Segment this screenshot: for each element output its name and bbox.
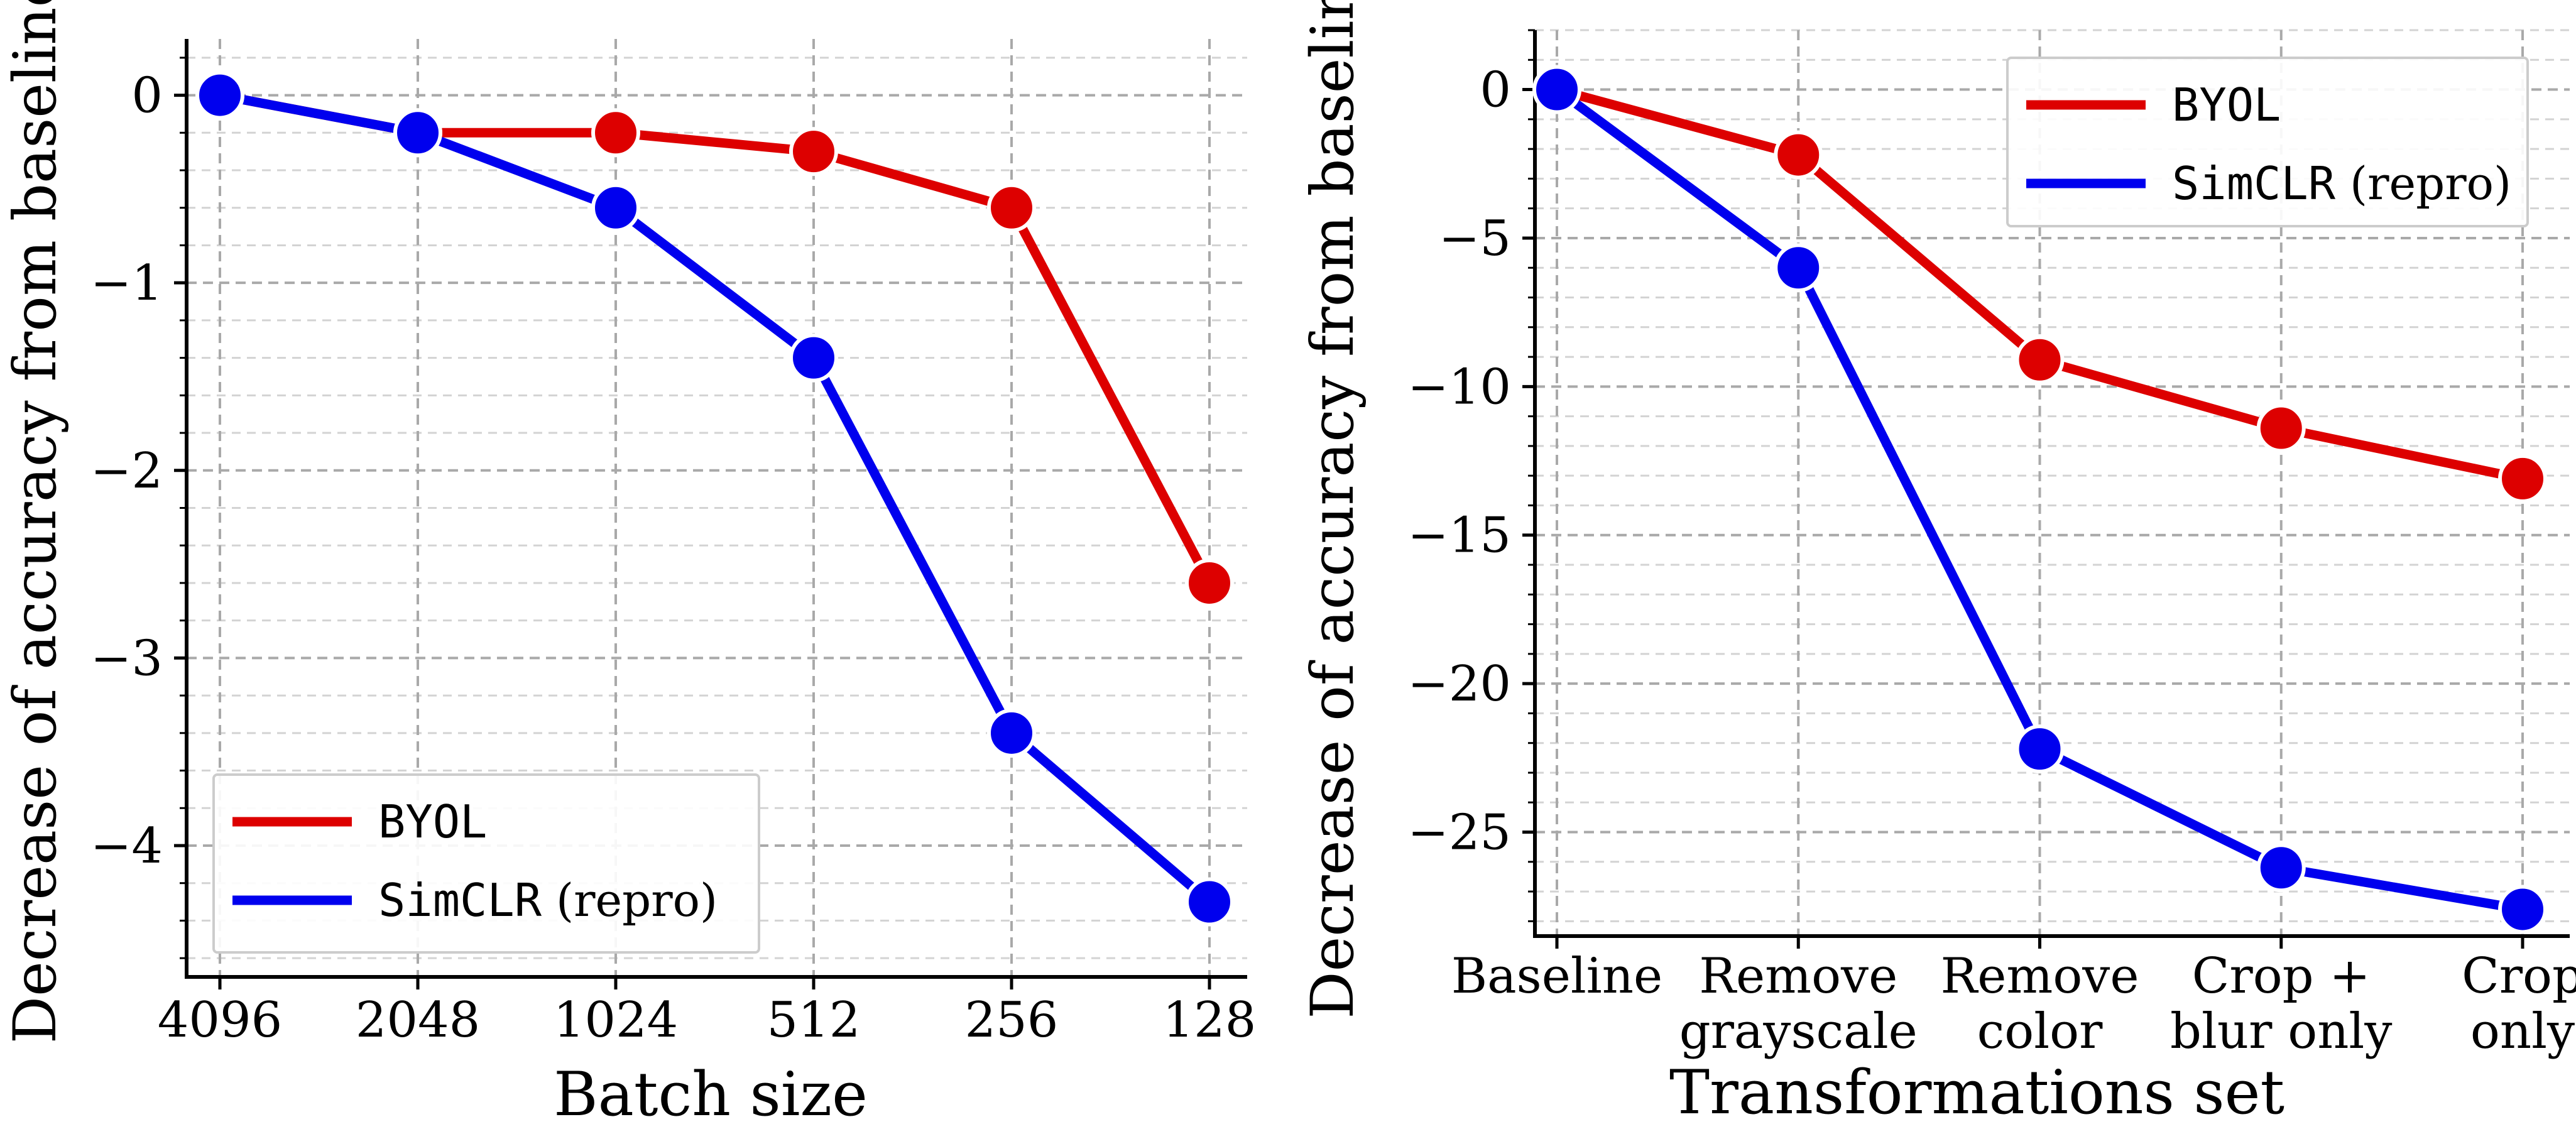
data-point <box>2256 403 2306 453</box>
data-point <box>2498 454 2547 503</box>
series-line <box>215 90 1214 588</box>
chart-panel-left: 0 −1 −2 −3 −4 4096 2048 1024 512 256 128 Batch size… <box>1 0 1256 1130</box>
chart-panel-right: 0 −5 −10 −15 −20 −25 Baseline Remove grayscaleRe… <box>1299 0 2576 1128</box>
legend-label: BYOL <box>378 795 487 848</box>
legend-label: SimCLR (repro) <box>2172 157 2511 210</box>
y-tick-label: 0 <box>131 68 163 124</box>
legend: BYOL SimCLR (repro) <box>212 773 760 954</box>
y-tick-label: −5 <box>1439 210 1511 267</box>
data-point <box>2015 335 2065 384</box>
data-point <box>195 70 244 120</box>
x-tick-label: Baseline <box>1451 948 1662 1005</box>
data-point <box>2498 885 2547 934</box>
data-point <box>1532 65 1581 114</box>
y-tick-label: −15 <box>1407 508 1511 564</box>
legend-label: BYOL <box>2172 79 2281 131</box>
data-point <box>591 183 640 232</box>
series-line <box>215 90 1214 907</box>
data-point <box>1185 558 1234 608</box>
data-point <box>393 108 442 158</box>
y-tick-label: −25 <box>1407 805 1511 861</box>
data-point <box>591 108 640 158</box>
y-tick-label: −4 <box>90 818 163 875</box>
y-tick-label: −3 <box>90 630 163 687</box>
x-axis-label: Transformations set <box>1669 1057 2284 1128</box>
x-tick-label: 256 <box>965 992 1059 1049</box>
x-tick-label: 128 <box>1163 992 1257 1049</box>
x-tick-label: 1024 <box>554 992 679 1049</box>
legend-label: SimCLR (repro) <box>378 874 718 927</box>
data-point <box>987 183 1036 232</box>
y-axis-label: Decrease of accuracy from baseline <box>1 0 70 1044</box>
series-byol <box>215 90 1214 588</box>
x-tick-label: Remove color <box>1940 948 2139 1060</box>
x-tick-label: Remove grayscale <box>1679 948 1918 1060</box>
y-tick-label: 0 <box>1480 62 1511 119</box>
legend: BYOL SimCLR (repro) <box>2006 57 2529 227</box>
markers-simclr-repro <box>195 70 1234 927</box>
data-point <box>987 708 1036 758</box>
y-tick-label: −2 <box>90 443 163 499</box>
y-tick-label: −1 <box>90 255 163 312</box>
x-tick-label: Crop only <box>2462 948 2576 1060</box>
data-point <box>1774 243 1823 293</box>
y-axis-label: Decrease of accuracy from baseline <box>1299 0 1367 1019</box>
data-point <box>1774 130 1823 180</box>
x-tick-label: Crop + blur only <box>2170 948 2392 1060</box>
data-point <box>2015 724 2065 774</box>
y-tick-label: −20 <box>1407 656 1511 712</box>
y-tick-label: −10 <box>1407 359 1511 415</box>
markers-simclr-repro <box>1532 65 2547 934</box>
data-point <box>789 333 838 383</box>
x-axis-label: Batch size <box>554 1059 868 1130</box>
data-point <box>2256 843 2306 893</box>
x-tick-label: 512 <box>767 992 861 1049</box>
x-tick-label: 4096 <box>158 992 283 1049</box>
data-point <box>1185 877 1234 927</box>
x-tick-label: 2048 <box>356 992 481 1049</box>
series-simclr-repro <box>215 90 1214 907</box>
data-point <box>789 127 838 177</box>
